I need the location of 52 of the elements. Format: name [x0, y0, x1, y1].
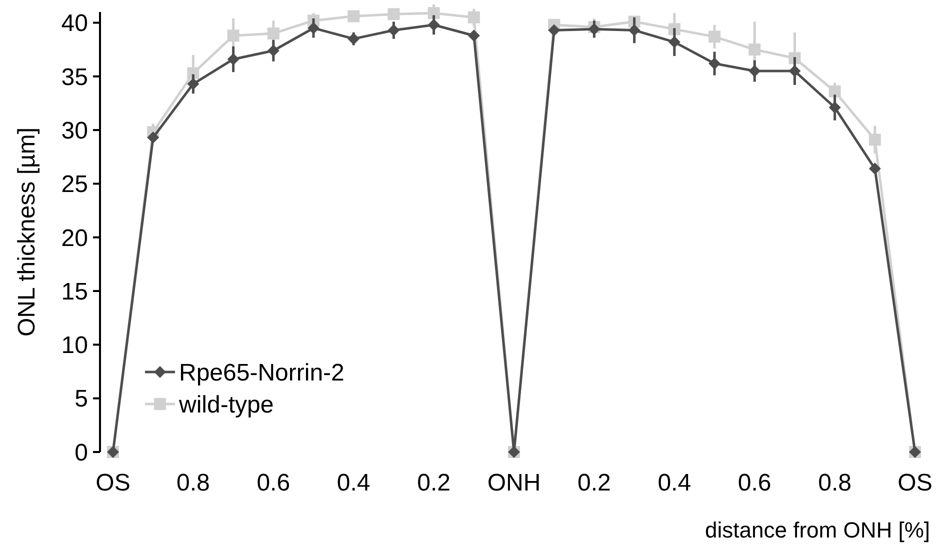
point [267, 27, 280, 40]
point [147, 132, 160, 144]
point [668, 36, 680, 48]
y-tick-label: 25 [61, 171, 88, 198]
y-tick-label: 40 [61, 10, 88, 38]
x-tick-label: 0.2 [417, 469, 450, 496]
point [428, 18, 440, 31]
point [388, 24, 400, 36]
point [828, 102, 841, 114]
point [628, 24, 640, 36]
point [788, 65, 801, 78]
y-tick-label: 15 [61, 278, 88, 306]
point [308, 22, 320, 34]
point [548, 24, 560, 36]
legend-label: Rpe65-Norrin-2 [179, 359, 344, 386]
point [868, 162, 881, 175]
point [748, 44, 761, 56]
point [828, 85, 841, 98]
x-tick-label: 0.4 [336, 469, 370, 496]
point [227, 30, 240, 42]
point [428, 7, 440, 20]
x-tick-label: OS [898, 469, 932, 496]
y-tick-label: 0 [74, 439, 88, 466]
point [388, 8, 400, 20]
x-tick-label: OS [96, 469, 130, 496]
x-tick-label: 0.4 [658, 469, 692, 496]
legend-label: wild-type [178, 391, 274, 418]
point [868, 134, 881, 146]
x-tick-label: 0.8 [818, 469, 852, 496]
x-tick-label: 0.6 [738, 469, 772, 496]
point [348, 10, 360, 22]
y-tick-label: 5 [74, 386, 88, 413]
point [187, 78, 200, 90]
point [748, 65, 761, 78]
point [708, 30, 720, 43]
x-tick-label: 0.8 [176, 469, 210, 496]
x-tick-label: 0.6 [256, 469, 290, 496]
point [187, 67, 200, 80]
point [227, 53, 240, 66]
y-tick-label: 35 [61, 64, 88, 91]
y-axis-title: ONL thickness [µm] [13, 128, 40, 336]
point [468, 11, 480, 24]
point [468, 30, 480, 42]
x-tick-label: ONH [487, 469, 541, 496]
y-tick-label: 20 [61, 224, 88, 252]
x-axis-title: distance from ONH [%] [705, 518, 930, 543]
y-tick-label: 30 [61, 117, 88, 144]
point [708, 58, 720, 70]
x-tick-label: 0.2 [578, 469, 611, 496]
point [348, 32, 360, 45]
point [267, 44, 280, 57]
y-tick-label: 10 [61, 332, 88, 360]
